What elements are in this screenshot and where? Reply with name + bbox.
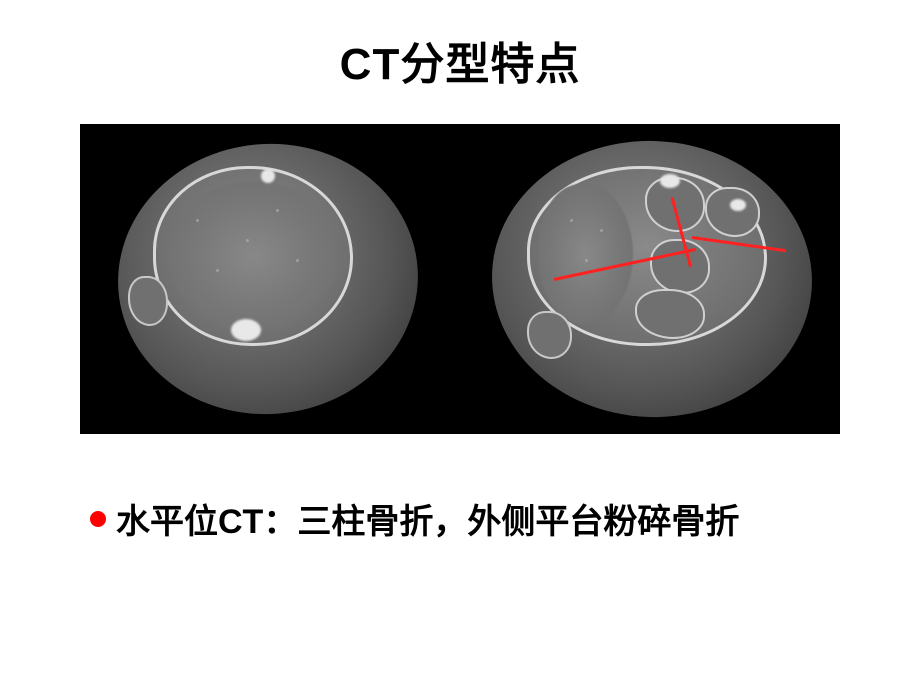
trabecular-speckle (570, 219, 573, 222)
trabecular-speckle (196, 219, 199, 222)
dense-bone-spot (231, 319, 261, 341)
dense-bone-spot (730, 199, 746, 211)
fracture-fragment (650, 239, 710, 294)
trabecular-speckle (585, 259, 588, 262)
dense-bone-spot (660, 174, 680, 188)
bone-marrow (168, 181, 338, 331)
ct-scan-left (98, 136, 438, 422)
fracture-fragment (705, 187, 760, 237)
bullet-icon (90, 511, 106, 527)
caption-text: 水平位CT：三柱骨折，外侧平台粉碎骨折 (116, 494, 739, 543)
bone-marrow (538, 184, 633, 324)
ct-image-panel (80, 124, 840, 434)
trabecular-speckle (276, 209, 279, 212)
caption-row: 水平位CT：三柱骨折，外侧平台粉碎骨折 (80, 494, 840, 543)
dense-bone-spot (261, 169, 275, 183)
trabecular-speckle (296, 259, 299, 262)
bone-cortex (153, 166, 353, 346)
trabecular-speckle (246, 239, 249, 242)
trabecular-speckle (216, 269, 219, 272)
fracture-fragment (635, 289, 705, 339)
slide-title: CT分型特点 (340, 28, 581, 92)
trabecular-speckle (600, 229, 603, 232)
fibula-fragment (128, 276, 168, 326)
ct-scan-right (482, 136, 822, 422)
